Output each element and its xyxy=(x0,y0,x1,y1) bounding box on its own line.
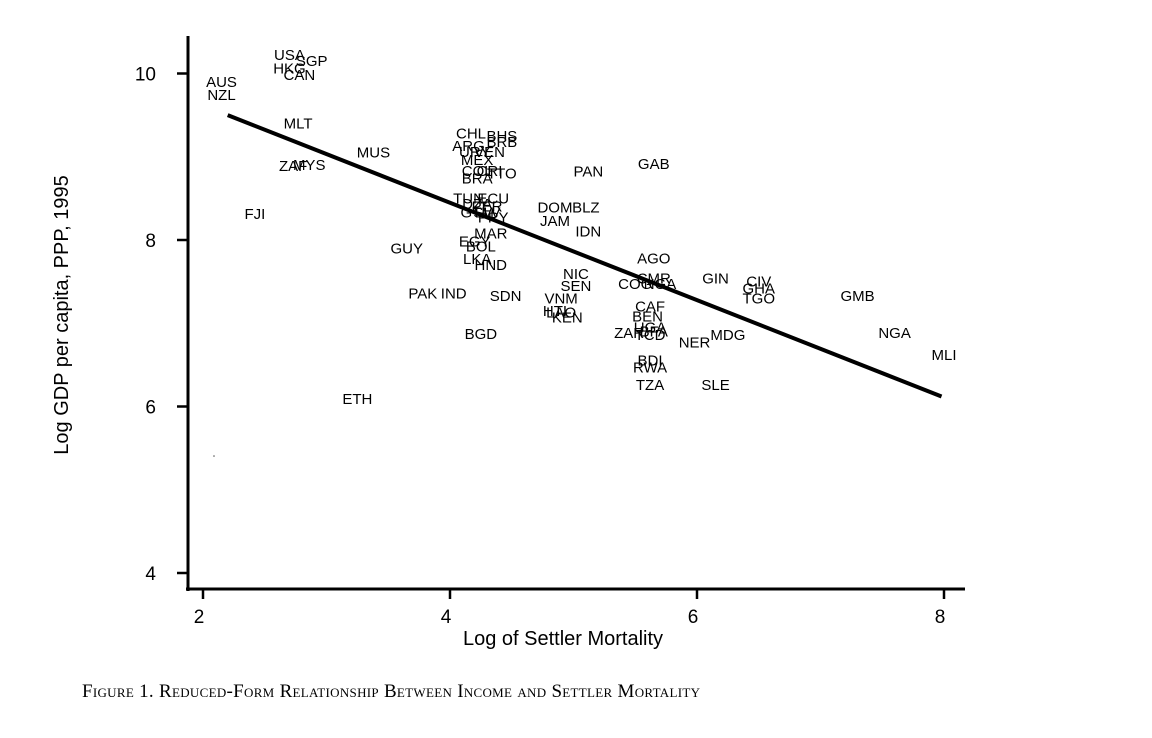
data-point-label: CIV xyxy=(746,274,771,291)
data-point-label: ZAF xyxy=(279,158,307,175)
data-point-label: LAO xyxy=(546,304,576,321)
data-point-label: MAR xyxy=(474,225,508,242)
data-point-label: MYS xyxy=(293,157,326,174)
y-axis-title: Log GDP per capita, PPP, 1995 xyxy=(51,175,73,454)
data-point-label: ETH xyxy=(342,391,372,408)
data-point-label: TCD xyxy=(635,327,666,344)
data-point-label: COG xyxy=(618,276,652,293)
y-axis-ticks: 4 6 8 10 xyxy=(135,65,188,585)
data-point-label: BRA xyxy=(462,170,493,187)
data-point-label: TGO xyxy=(743,290,776,307)
data-point-label: PER xyxy=(472,199,503,216)
data-point-label: MDG xyxy=(710,327,745,344)
data-point-label: NGA xyxy=(644,276,677,293)
data-point-label: IND xyxy=(441,285,467,302)
data-point-label: UGA xyxy=(634,319,667,336)
data-point-label: URY xyxy=(459,144,490,161)
data-point-label: CMR xyxy=(637,270,671,287)
data-point-label: BRB xyxy=(486,134,517,151)
data-point-label: AGO xyxy=(637,250,670,267)
data-point-label: ARG xyxy=(452,138,485,155)
data-point-label: HND xyxy=(475,257,508,274)
data-point-label: LKA xyxy=(463,251,491,268)
figure-caption: Figure 1. Reduced-Form Relationship Betw… xyxy=(82,681,701,702)
data-point-label: CRI xyxy=(477,163,503,180)
data-point-label: JAM xyxy=(540,213,570,230)
data-point-label: PAN xyxy=(573,164,603,181)
y-tick-label: 4 xyxy=(145,564,156,585)
data-point-label: SGP xyxy=(296,53,328,70)
data-point-label: COL xyxy=(462,163,493,180)
x-tick-label: 2 xyxy=(194,607,205,628)
data-point-label: TZA xyxy=(636,377,664,394)
data-point-label: BLZ xyxy=(572,200,600,217)
y-tick-label: 8 xyxy=(145,231,156,252)
data-point-label: SDN xyxy=(490,288,522,305)
data-point-label: IDN xyxy=(575,224,601,241)
data-point-label: GAB xyxy=(638,156,670,173)
fit-line xyxy=(226,113,943,399)
data-point-label: TUN xyxy=(453,190,484,207)
data-point-label: MLI xyxy=(931,347,956,364)
data-point-label: BEN xyxy=(632,309,663,326)
data-point-label: PRY xyxy=(478,210,509,227)
data-point-label: FJI xyxy=(244,206,265,223)
data-point-label: CAN xyxy=(283,67,315,84)
data-point-label: NIC xyxy=(563,266,589,283)
data-point-label: BFA xyxy=(640,324,668,341)
x-tick-label: 6 xyxy=(688,607,699,628)
data-point-label: GHA xyxy=(742,280,775,297)
x-axis-title: Log of Settler Mortality xyxy=(463,628,663,650)
x-tick-label: 8 xyxy=(935,607,946,628)
data-point-label: SLE xyxy=(701,377,729,394)
data-point-label: TTO xyxy=(487,165,517,182)
data-point-label: VEN xyxy=(474,144,505,161)
data-point-label: CAF xyxy=(635,299,665,316)
data-point-label: RWA xyxy=(633,359,667,376)
data-point-label: BDI xyxy=(638,353,663,370)
data-point-label: PAK xyxy=(408,285,437,302)
data-point-label: DOM xyxy=(537,200,572,217)
y-tick-label: 10 xyxy=(135,65,156,86)
data-point-label: AUS xyxy=(206,74,237,91)
data-point-label: CHL xyxy=(456,125,486,142)
data-point-label: KEN xyxy=(552,309,583,326)
data-point-label: VNM xyxy=(544,290,577,307)
data-point-label: BOL xyxy=(466,239,496,256)
data-point-label: NZL xyxy=(207,87,235,104)
y-tick-label: 6 xyxy=(145,398,156,419)
x-axis-ticks: 2 4 6 8 xyxy=(194,589,946,628)
data-point-label: SLV xyxy=(473,205,500,222)
data-point-label: BHS xyxy=(486,128,517,145)
data-point-label: EGY xyxy=(459,234,491,251)
data-point-label: ZAR xyxy=(614,325,644,342)
data-point-label: GMB xyxy=(840,288,874,305)
data-point-label: USA xyxy=(274,47,305,64)
data-point-label: ECU xyxy=(477,190,509,207)
data-point-label: NER xyxy=(679,334,711,351)
data-point-label: MUS xyxy=(357,145,390,162)
data-point-label: HKG xyxy=(273,61,306,78)
data-point-label: MLT xyxy=(284,115,313,132)
data-point-label: MEX xyxy=(461,152,494,169)
stray-speck xyxy=(213,455,215,457)
data-point-label: BGD xyxy=(465,326,498,343)
data-point-label: GTM xyxy=(461,205,494,222)
data-point-label: GIN xyxy=(702,270,729,287)
data-point-label: GUY xyxy=(391,240,424,257)
data-point-label: NGA xyxy=(878,325,911,342)
data-point-label: SEN xyxy=(561,278,592,295)
data-point-label: DZA xyxy=(462,196,492,213)
x-tick-label: 4 xyxy=(441,607,452,628)
data-point-label: HTI xyxy=(543,303,567,320)
